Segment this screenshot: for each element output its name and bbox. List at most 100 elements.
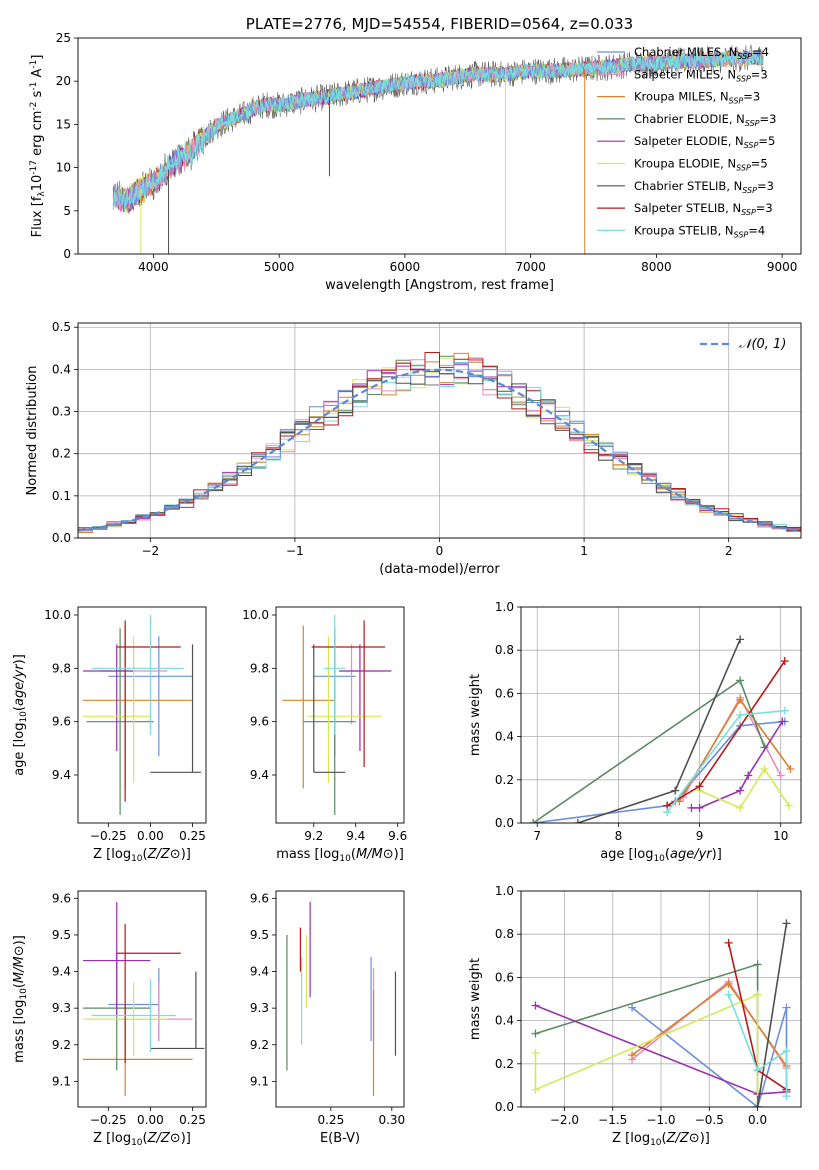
- legend-entry: Chabrier STELIB, NSSP=3: [634, 179, 774, 195]
- x-tick-label: −1: [286, 544, 304, 558]
- legend-sub: SSP: [745, 119, 760, 128]
- plus-marker: [744, 771, 753, 780]
- y-tick-label: 9.2: [52, 1038, 71, 1052]
- label-part: mass weight: [468, 958, 483, 1040]
- y-tick-label: 9.4: [250, 768, 269, 782]
- errorbar-point-kroupa-stelib: [324, 615, 346, 735]
- spectrum-line-kroupa-stelib: [112, 51, 764, 213]
- plus-marker: [736, 635, 745, 644]
- plus-marker: [628, 1051, 637, 1060]
- series-line: [699, 767, 790, 809]
- label-part: (: [12, 706, 27, 711]
- legend-label: Kroupa STELIB, N: [634, 223, 734, 237]
- label-script: λ: [37, 191, 47, 197]
- y-axis-label: mass weight: [468, 958, 483, 1040]
- label-script: 10: [19, 988, 29, 1000]
- legend-entry: Chabrier ELODIE, NSSP=3: [634, 112, 776, 128]
- x-tick-label: 9.6: [388, 829, 407, 843]
- label-part: )]: [181, 1131, 191, 1146]
- plot-area-age_vs_Z: [83, 615, 201, 815]
- x-tick-label: 0.25: [179, 1113, 206, 1127]
- axes-age_vs_mass: 9.2 9.4 9.6 9.4 9.6 9.8 10.0 mass [log10​(M/M⊙)…: [242, 606, 407, 864]
- label-script: 10: [19, 711, 29, 723]
- label-part: (: [143, 1131, 148, 1146]
- label-part: wavelength [Angstrom, rest frame]: [325, 278, 554, 293]
- y-tick-label: 9.2: [250, 1038, 269, 1052]
- legend-entry: Kroupa MILES, NSSP=3: [634, 90, 760, 106]
- label-part: (: [12, 983, 27, 988]
- label-part: mass [: [276, 847, 319, 862]
- y-tick-label: 1.0: [495, 884, 514, 898]
- plus-marker: [736, 803, 745, 812]
- errorbar-point-kroupa-miles: [282, 625, 335, 789]
- errorbar-point-salpeter-stelib: [116, 620, 181, 802]
- label-part: Z [: [93, 1131, 111, 1146]
- plus-marker: [736, 676, 745, 685]
- label-part: (: [351, 847, 356, 862]
- y-tick-label: 9.6: [52, 715, 71, 729]
- x-axis-label: age [log10​(age/yr)]: [600, 847, 722, 864]
- y-axis-label: Normed distribution: [25, 366, 40, 496]
- plus-marker: [687, 803, 696, 812]
- label-part: log: [634, 847, 654, 862]
- plus-marker: [531, 1001, 540, 1010]
- legend-entry: Salpeter MILES, NSSP=3: [634, 67, 768, 83]
- x-tick-label: 0.00: [137, 1113, 164, 1127]
- axes-frame: [275, 606, 405, 824]
- plus-marker: [760, 765, 769, 773]
- y-tick-label: 25: [56, 31, 71, 45]
- plus-marker: [628, 1003, 637, 1012]
- y-tick-label: 9.6: [250, 715, 269, 729]
- legend-sub: SSP: [729, 97, 744, 106]
- plus-marker: [782, 919, 791, 928]
- y-tick-label: 9.6: [52, 891, 71, 905]
- label-part: ]: [30, 55, 45, 60]
- y-tick-label: 0.4: [495, 1014, 514, 1028]
- legend-suffix: =3: [743, 90, 760, 104]
- label-script: -17: [29, 160, 39, 175]
- label-part: Flux [f: [30, 196, 45, 237]
- y-axis-label: mass weight: [468, 674, 483, 756]
- errorbar-point-salpeter-miles: [116, 982, 193, 1042]
- y-tick-label: 9.3: [250, 1001, 269, 1015]
- legend-suffix: =5: [758, 134, 775, 148]
- y-tick-label: 9.5: [52, 928, 71, 942]
- label-italic: M/M⊙: [12, 945, 27, 983]
- legend-label: Chabrier ELODIE, N: [634, 112, 745, 126]
- y-tick-label: 0.4: [495, 730, 514, 744]
- label-part: mass weight: [468, 674, 483, 756]
- plus-marker: [782, 1046, 791, 1055]
- x-tick-label: 7000: [515, 260, 546, 274]
- plus-marker: [782, 1003, 791, 1012]
- label-part: )]: [181, 847, 191, 862]
- y-tick-label: 9.8: [52, 661, 71, 675]
- plus-marker: [780, 657, 789, 665]
- plot-area-weight_vs_age: [529, 635, 795, 823]
- axes-residuals: −2 −1 0 1 2 0.0 0.1 0.2 0.3 0.4 0.5 (data-model)/er…: [25, 320, 802, 577]
- y-tick-label: 0.2: [52, 447, 71, 461]
- label-script: 10: [653, 854, 665, 864]
- y-tick-label: 0: [63, 247, 71, 261]
- x-tick-label: 1: [580, 544, 588, 558]
- label-part: (: [665, 847, 670, 862]
- legend-entry: Salpeter ELODIE, NSSP=5: [634, 134, 775, 150]
- label-part: (: [662, 1131, 667, 1146]
- y-axis-label: age [log10​(age/yr)]: [12, 654, 29, 776]
- plus-marker: [753, 1103, 762, 1107]
- plot-area-mass_vs_ebv: [286, 901, 397, 1097]
- axes-weight_vs_Z: −2.0 −1.5 −1.0 −0.5 0.0 0.0 0.2 0.4 0.6 0.8 1.0 Z […: [468, 884, 802, 1148]
- y-tick-label: 9.1: [52, 1074, 71, 1088]
- y-tick-label: 10.0: [44, 608, 71, 622]
- label-part: log: [320, 847, 340, 862]
- legend-suffix: =4: [752, 45, 769, 59]
- y-tick-label: 0.1: [52, 489, 71, 503]
- axes-frame: [520, 606, 802, 824]
- errorbar-point-salpeter-miles: [341, 644, 384, 725]
- label-part: (data-model)/error: [379, 562, 500, 577]
- x-axis-label: Z [log10​(Z/Z⊙)]: [612, 1131, 710, 1148]
- errorbar-point-salpeter-elodie: [83, 901, 151, 1016]
- axes-frame: [77, 606, 207, 824]
- x-tick-label: 9: [696, 829, 704, 843]
- label-italic: Z/Z⊙: [666, 1131, 700, 1146]
- y-tick-label: 9.6: [250, 891, 269, 905]
